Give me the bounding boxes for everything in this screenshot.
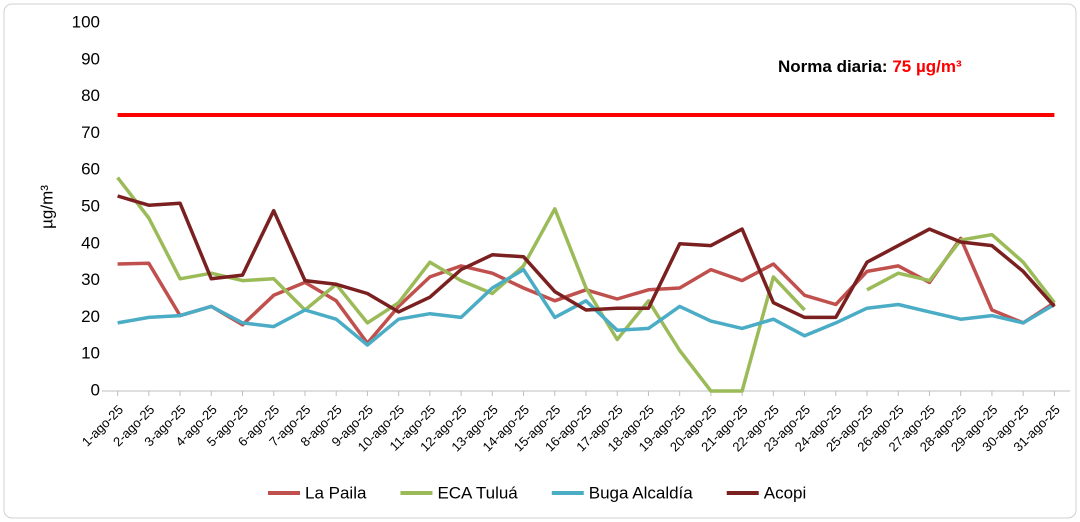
y-tick-label: 100 (72, 12, 100, 31)
y-tick-label: 10 (81, 344, 100, 363)
y-tick-label: 90 (81, 49, 100, 68)
y-tick-label: 0 (91, 380, 100, 399)
y-tick-label: 30 (81, 270, 100, 289)
legend-label: Acopi (764, 483, 807, 502)
series-line (116, 176, 1056, 393)
y-axis-label: µg/m³ (37, 185, 56, 229)
y-tick-label: 60 (81, 160, 100, 179)
series-line (117, 194, 1056, 320)
series-line (117, 267, 1056, 347)
annotation-value: 75 µg/m³ (892, 57, 962, 76)
annotation: Norma diaria: 75 µg/m³ (778, 57, 962, 76)
legend-label: La Paila (305, 483, 367, 502)
legend-label: ECA Tuluá (437, 483, 518, 502)
legend-label: Buga Alcaldía (589, 483, 694, 502)
chart-frame (3, 3, 1077, 519)
y-tick-label: 20 (81, 307, 100, 326)
y-tick-label: 80 (81, 86, 100, 105)
y-tick-label: 50 (81, 196, 100, 215)
y-tick-label: 40 (81, 233, 100, 252)
y-tick-label: 70 (81, 123, 100, 142)
annotation-text: Norma diaria: (778, 57, 892, 76)
